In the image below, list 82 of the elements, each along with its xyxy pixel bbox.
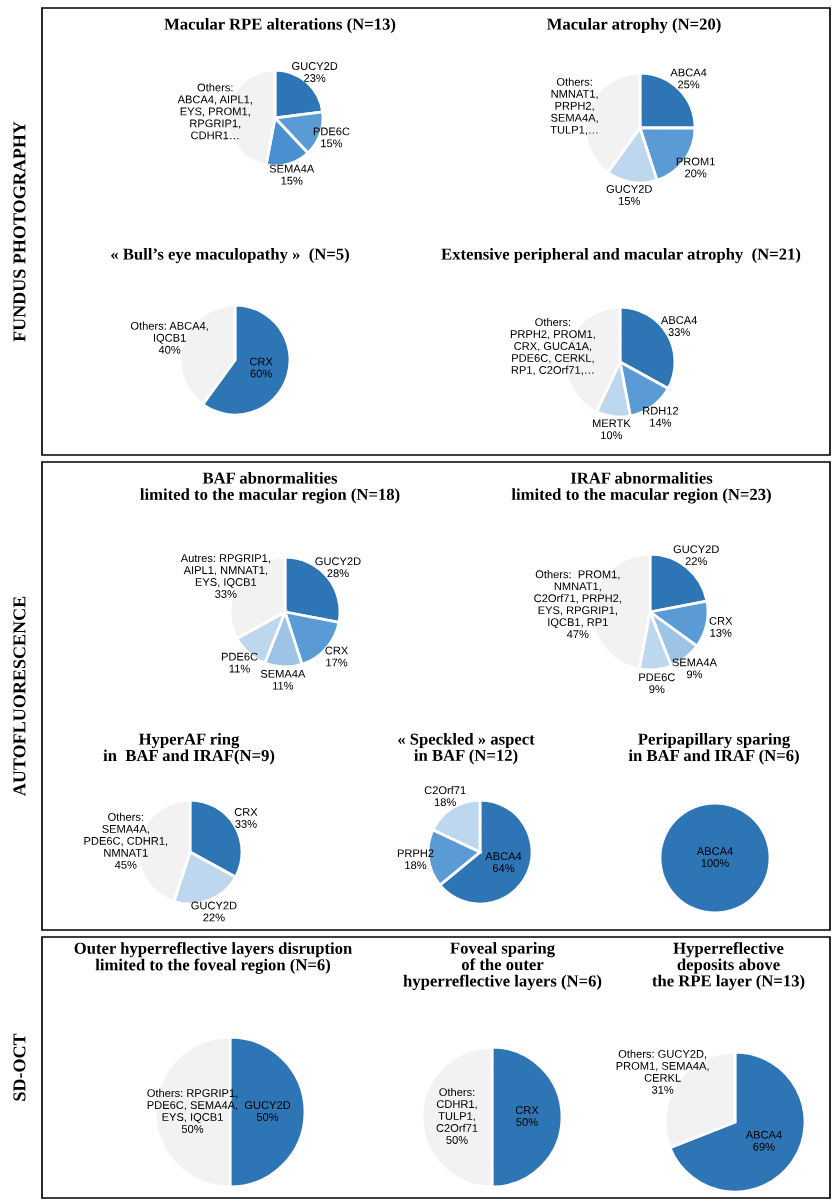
slice-label: Others: SEMA4A, PDE6C, CDHR1, NMNAT1 bbox=[84, 812, 168, 857]
data-label: 11% bbox=[229, 664, 250, 673]
data-label: 18% bbox=[405, 861, 427, 870]
slice-label: Others: ABCA4, AIPL1, EYS, PROM1, RPGRIP1, CDHR1… bbox=[177, 83, 252, 140]
text: AUTOFLUORESCENCE bbox=[13, 596, 26, 796]
slice-label: Others: ABCA4, IQCB1 bbox=[130, 321, 208, 344]
slice-label: Others: GUCY2D, PROM1, SEMA4A, CERKL bbox=[616, 1049, 709, 1082]
data-label: 23% bbox=[304, 74, 326, 82]
slice-label: ABCA4 bbox=[660, 316, 698, 324]
data-label: 33% bbox=[235, 820, 257, 828]
data-label: 33% bbox=[668, 328, 690, 336]
chart-title: Outer hyperreflective layers disruption limited to the foveal region (N=6) bbox=[74, 942, 353, 974]
data-label: 33% bbox=[215, 590, 237, 598]
data-label: 64% bbox=[492, 864, 515, 873]
data-label: 50% bbox=[181, 1125, 204, 1133]
slice-label: CRX bbox=[709, 616, 733, 625]
data-label: 17% bbox=[326, 658, 348, 667]
text: SD-OCT bbox=[13, 1033, 26, 1101]
data-label: 14% bbox=[650, 418, 672, 427]
data-label: 28% bbox=[327, 569, 349, 578]
data-label: 40% bbox=[158, 345, 181, 354]
slice-label: MERTK bbox=[592, 419, 631, 428]
data-label: 45% bbox=[114, 860, 137, 869]
data-label: 69% bbox=[753, 1142, 775, 1151]
slice-label: GUCY2D bbox=[315, 557, 361, 566]
slice-label: CRX bbox=[515, 1106, 539, 1114]
chart-title: Hyperreflective deposits above the RPE layer (N=13) bbox=[652, 942, 805, 990]
slice-label: GUCY2D bbox=[606, 185, 652, 193]
chart-title: Macular atrophy (N=20) bbox=[546, 18, 721, 34]
slice-label: ABCA4 bbox=[745, 1130, 782, 1139]
data-label: 47% bbox=[566, 630, 589, 639]
data-label: 13% bbox=[710, 628, 732, 637]
slice-label: SEMA4A bbox=[672, 658, 717, 667]
data-label: 31% bbox=[651, 1085, 674, 1094]
text: FUNDUS PHOTOGRAPHY bbox=[13, 121, 26, 342]
slice-label: C2Orf71 bbox=[424, 785, 466, 795]
slice-label: PDE6C bbox=[221, 652, 258, 661]
chart-title: Macular RPE alterations (N=13) bbox=[164, 18, 396, 34]
slice-label: ABCA4 bbox=[670, 68, 707, 77]
chart-title: IRAF abnormalities limited to the macular region (N=23) bbox=[511, 472, 771, 504]
slice-label: GUCY2D bbox=[673, 545, 719, 554]
slice-label: Autres: RPGRIP1, AIPL1, NMNAT1, EYS, IQCB1 bbox=[180, 554, 270, 588]
data-label: 10% bbox=[601, 431, 623, 440]
slice-label: GUCY2D bbox=[244, 1101, 291, 1109]
data-label: 15% bbox=[618, 197, 640, 205]
data-label: 100% bbox=[701, 859, 729, 867]
slice-label: ABCA4 bbox=[696, 847, 733, 855]
data-label: 50% bbox=[516, 1118, 538, 1126]
chart-title: « Speckled » aspect in BAF (N=12) bbox=[398, 733, 535, 765]
slice-label: CRX bbox=[325, 646, 349, 655]
chart-title: BAF abnormalities limited to the macular region (N=18) bbox=[140, 472, 400, 504]
slice-label: RDH12 bbox=[643, 406, 679, 415]
slice-label: GUCY2D bbox=[191, 901, 237, 910]
data-label: 22% bbox=[685, 557, 707, 566]
chart-title: Extensive peripheral and macular atrophy (N=21) bbox=[441, 248, 801, 264]
slice-label: ABCA4 bbox=[485, 852, 522, 861]
data-label: 50% bbox=[446, 1136, 468, 1144]
data-label: 60% bbox=[250, 369, 272, 378]
slice-label: SEMA4A bbox=[260, 669, 306, 678]
data-label: 20% bbox=[685, 169, 707, 178]
data-label: 15% bbox=[321, 139, 343, 148]
data-label: 9% bbox=[649, 685, 665, 694]
slice-label: CRX bbox=[234, 808, 258, 816]
data-label: 18% bbox=[434, 798, 456, 807]
slice-label: Others: PRPH2, PROM1, CRX, GUCA1A, PDE6C, CERKL, RP1, C2Orf71,… bbox=[510, 317, 595, 376]
data-label: 22% bbox=[203, 913, 225, 922]
data-label: 50% bbox=[256, 1113, 279, 1121]
chart-title: Peripapillary sparing in BAF and IRAF (N=6) bbox=[628, 733, 799, 765]
data-label: 25% bbox=[678, 80, 700, 89]
chart-title: Foveal sparing of the outer hyperreflective layers (N=6) bbox=[403, 942, 602, 991]
slice-label: SEMA4A bbox=[269, 164, 315, 173]
chart-title: « Bull’s eye maculopathy » (N=5) bbox=[111, 248, 349, 264]
slice-label: Others: NMNAT1, PRPH2, SEMA4A, TULP1,… bbox=[550, 77, 598, 135]
data-label: 9% bbox=[686, 670, 703, 679]
slice-label: CRX bbox=[249, 357, 273, 366]
slice-label: Others: CDHR1, TULP1, C2Orf71 bbox=[436, 1087, 478, 1132]
slice-label: PDE6C bbox=[639, 673, 675, 682]
data-label: 15% bbox=[281, 176, 303, 185]
slice-label: Others: PROM1, NMNAT1, C2Orf71, PRPH2, EYS, RPGRIP1, IQCB1, RP1 bbox=[534, 570, 621, 629]
chart-title: HyperAF ring in BAF and IRAF(N=9) bbox=[103, 733, 275, 765]
slice-label: GUCY2D bbox=[292, 62, 338, 70]
data-label: 11% bbox=[272, 681, 294, 690]
